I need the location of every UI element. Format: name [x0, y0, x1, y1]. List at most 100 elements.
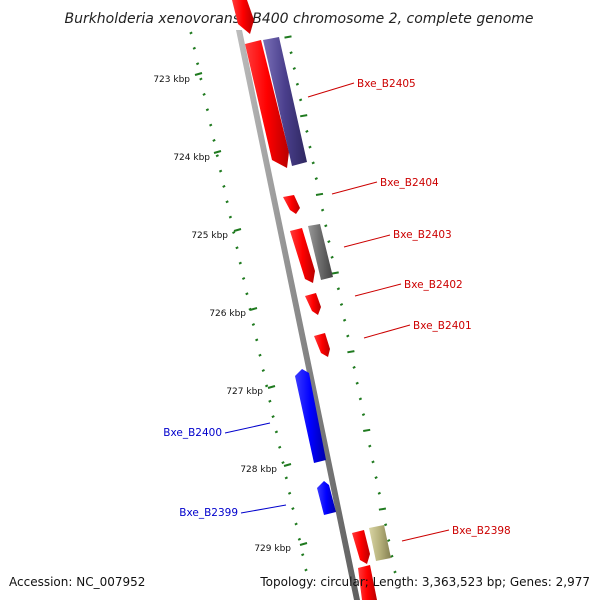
scale-ring-dot [371, 460, 375, 464]
scale-ring-dot [339, 303, 344, 306]
scale-ring-dot [189, 31, 193, 35]
scale-ring-dot [284, 476, 288, 480]
gene-feature-forward[interactable] [352, 530, 370, 564]
scale-ring-dot [387, 539, 391, 542]
scale-ring-dot [238, 261, 242, 265]
scale-ring-dot [311, 161, 315, 165]
scale-ring-dot [268, 399, 272, 403]
gene-label-bxe-b2405[interactable]: Bxe_B2405 [357, 78, 416, 90]
scale-ring-dot [289, 51, 293, 55]
scale-ring-dot [281, 461, 285, 465]
scale-ring-dot [225, 200, 229, 204]
scale-tick-mark [299, 542, 308, 546]
scale-tick-mark [249, 307, 258, 311]
gene-feature-forward[interactable] [314, 333, 330, 357]
scale-ring-dot [304, 568, 308, 572]
scale-tick-mark [213, 150, 222, 154]
scale-ring-dot [202, 92, 206, 96]
scale-ring-dot [308, 145, 312, 149]
scale-ring-dot [331, 271, 339, 275]
scale-ring-dot [355, 381, 359, 385]
scale-tick-label: 724 kbp [173, 153, 210, 163]
scale-ring-dot [363, 428, 371, 432]
scale-ring-dot [255, 338, 259, 342]
gene-label-bxe-b2398[interactable]: Bxe_B2398 [452, 525, 511, 537]
scale-ring-dot [390, 554, 394, 558]
gene-feature-forward[interactable] [283, 195, 300, 214]
scale-ring-dot [271, 415, 275, 419]
leader-line [343, 234, 391, 248]
scale-tick-mark [283, 463, 292, 467]
scale-tick-mark [194, 72, 203, 76]
leader-line [401, 529, 450, 542]
gene-label-bxe-b2400[interactable]: Bxe_B2400 [163, 427, 222, 439]
scale-ring-dot [361, 413, 366, 417]
scale-ring-dot [347, 350, 355, 354]
scale-ring-dot [199, 77, 203, 81]
scale-ring-dot [241, 277, 246, 280]
gene-feature-misc[interactable] [369, 525, 391, 561]
scale-ring-dot [342, 318, 347, 322]
scale-ring-dot [284, 35, 292, 39]
gene-feature-forward[interactable] [305, 293, 321, 315]
scale-ring-dot [315, 192, 324, 196]
leader-line [224, 422, 271, 434]
gene-feature-rna[interactable] [263, 37, 307, 166]
scale-ring-dot [258, 353, 262, 357]
scale-ring-dot [300, 114, 308, 118]
gene-features [232, 0, 391, 600]
gene-feature-forward[interactable] [358, 565, 377, 600]
scale-tick-mark [233, 228, 242, 232]
scale-ring-dot [378, 507, 387, 511]
scale-ring-dot [297, 537, 302, 541]
scale-ring-dot [305, 129, 309, 133]
scale-ring-dot [374, 476, 378, 480]
gene-feature-pseudo[interactable] [308, 224, 333, 280]
gene-feature-forward[interactable] [290, 228, 315, 283]
scale-ring-dot [346, 334, 350, 338]
gene-label-bxe-b2403[interactable]: Bxe_B2403 [393, 229, 452, 241]
leader-line [354, 283, 402, 297]
gene-label-bxe-b2401[interactable]: Bxe_B2401 [413, 320, 472, 332]
scale-ring-outer [284, 35, 397, 574]
scale-ring-dot [209, 123, 213, 127]
gene-feature-reverse[interactable] [295, 369, 326, 463]
scale-ring-dot [324, 224, 328, 228]
scale-tick-label: 728 kbp [240, 465, 277, 475]
scale-tick-label: 729 kbp [254, 544, 291, 554]
leader-line [240, 504, 287, 514]
gene-feature-forward[interactable] [245, 40, 289, 168]
scale-ring-dot [245, 292, 249, 296]
gene-feature-forward[interactable] [232, 0, 254, 34]
scale-ring-dot [352, 365, 356, 369]
scale-ring-dot [314, 177, 318, 181]
scale-ring-dot [292, 67, 296, 70]
gene-label-leaders [224, 82, 450, 542]
scale-ring-dot [192, 46, 196, 50]
leader-line [307, 82, 355, 98]
scale-tick-label: 726 kbp [209, 309, 246, 319]
scale-ring-dot [358, 397, 363, 401]
scale-ring-dot [222, 184, 226, 188]
scale-ring-dot [228, 215, 233, 219]
scale-ring-dot [261, 369, 265, 372]
scale-ring-dot [274, 430, 279, 434]
gene-label-bxe-b2399[interactable]: Bxe_B2399 [179, 507, 238, 519]
scale-ring-inner [189, 31, 308, 572]
scale-ring-dot [205, 108, 210, 112]
gene-label-bxe-b2402[interactable]: Bxe_B2402 [404, 279, 463, 291]
chromosome-backbone [236, 30, 360, 600]
scale-ring-dot [327, 240, 331, 244]
scale-ring-dot [251, 323, 256, 326]
scale-ring-dot [383, 523, 388, 527]
scale-ring-dot [232, 231, 236, 234]
scale-ring-dot [377, 491, 381, 495]
scale-ring-dot [264, 384, 269, 388]
map-title: Burkholderia xenovorans LB400 chromosome… [64, 11, 533, 27]
scale-ring-dot [215, 154, 219, 158]
gene-label-bxe-b2404[interactable]: Bxe_B2404 [380, 177, 439, 189]
scale-ring-dot [320, 208, 325, 212]
scale-ring-dot [294, 522, 298, 526]
gene-feature-reverse[interactable] [317, 481, 336, 515]
gene-labels: Bxe_B2405 Bxe_B2404 Bxe_B2403 Bxe_B2402 … [163, 78, 510, 537]
